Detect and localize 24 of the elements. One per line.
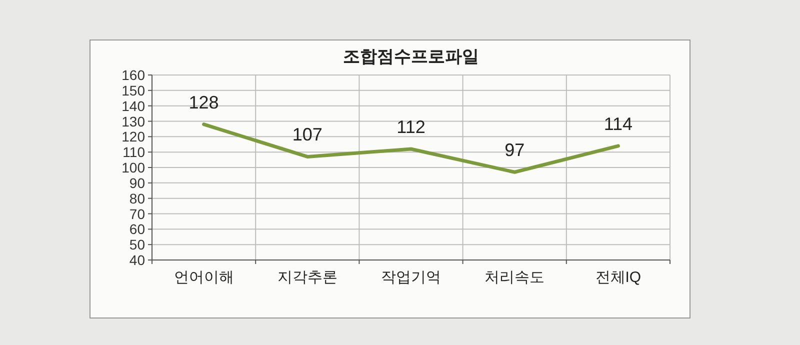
y-tick-label: 90: [129, 174, 146, 191]
y-tick-label: 80: [129, 190, 146, 206]
y-tick-label: 40: [129, 252, 146, 268]
data-label: 107: [292, 124, 322, 145]
y-tick-label: 100: [122, 160, 146, 176]
data-label: 112: [396, 117, 426, 137]
x-tick-label: 처리속도: [484, 269, 545, 286]
data-label: 114: [604, 114, 633, 134]
x-tick-label: 언어이해: [174, 269, 234, 286]
x-tick-label: 전체IQ: [595, 269, 642, 286]
y-tick-label: 60: [129, 221, 146, 238]
y-tick-label: 140: [122, 98, 146, 114]
data-label: 97: [504, 140, 525, 160]
y-tick-label: 150: [122, 82, 146, 98]
y-tick-label: 70: [129, 206, 146, 222]
data-label: 128: [188, 92, 219, 112]
x-tick-label: 작업기억: [381, 269, 441, 286]
y-tick-label: 160: [122, 67, 146, 83]
chart-title: 조합점수프로파일: [343, 47, 479, 66]
y-tick-label: 110: [122, 144, 146, 160]
y-tick-label: 50: [129, 236, 146, 253]
x-tick-label: 지각추론: [277, 269, 338, 286]
y-tick-label: 130: [122, 113, 146, 130]
y-tick-label: 120: [122, 128, 146, 145]
